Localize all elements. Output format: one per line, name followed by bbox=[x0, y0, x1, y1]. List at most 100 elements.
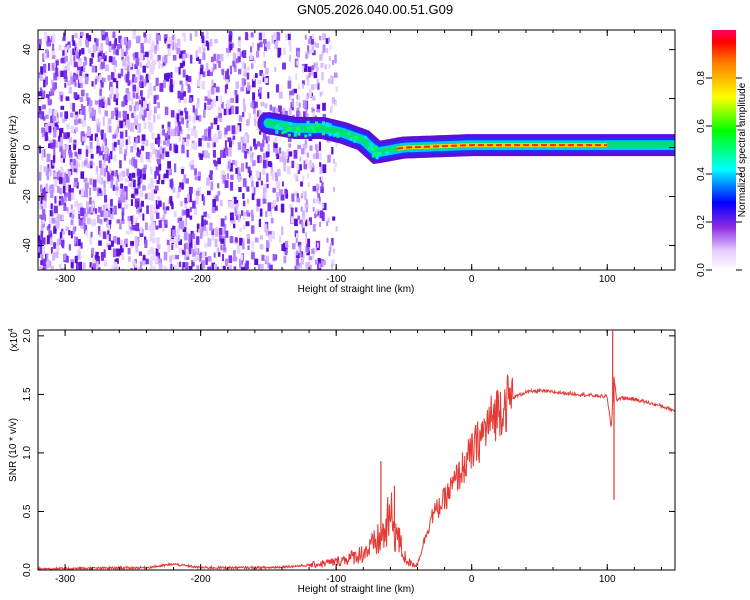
spectrogram-cell bbox=[293, 88, 297, 94]
ridge-dot bbox=[334, 132, 338, 136]
colorbar-tick-label: 0.0 bbox=[696, 263, 707, 277]
spectrogram-cell bbox=[103, 168, 107, 177]
ridge-dot bbox=[288, 121, 292, 125]
spectrogram-cell bbox=[164, 106, 169, 116]
spectrogram-cell bbox=[307, 39, 312, 45]
spectrogram-cell bbox=[105, 203, 109, 209]
spectrogram-cell bbox=[126, 66, 130, 72]
spectrogram-cell bbox=[66, 207, 69, 212]
spectrogram-cell bbox=[52, 83, 56, 91]
spectrogram-cell bbox=[110, 240, 114, 247]
spectrogram-cell bbox=[132, 92, 136, 99]
spectrogram-cell bbox=[180, 166, 185, 172]
spectrogram-cell bbox=[224, 127, 228, 135]
spectrogram-cell bbox=[69, 55, 73, 64]
spectrogram-cell bbox=[315, 209, 318, 215]
spectrogram-cell bbox=[242, 111, 245, 118]
spectrogram-cell bbox=[47, 37, 51, 43]
spectrogram-cell bbox=[192, 257, 196, 262]
spectrogram-cell bbox=[244, 132, 248, 137]
spectrogram-cell bbox=[81, 48, 85, 55]
spectrogram-cell bbox=[258, 218, 262, 227]
spectrogram-x-axis: -300 -200 -100 0 100 bbox=[37, 30, 662, 285]
spectrogram-cell bbox=[76, 204, 81, 212]
spectrogram-cell bbox=[155, 200, 160, 209]
spectrogram-cell bbox=[302, 100, 307, 109]
spectrogram-cell bbox=[58, 238, 62, 246]
spectrogram-cell bbox=[259, 235, 264, 240]
spectrogram-cell bbox=[319, 162, 322, 167]
spectrogram-cell bbox=[123, 36, 128, 45]
spectrogram-cell bbox=[144, 33, 148, 43]
spectrogram-cell bbox=[142, 65, 146, 73]
spectrogram-cell bbox=[163, 54, 168, 64]
spectrogram-cell bbox=[317, 193, 321, 199]
spectrogram-cell bbox=[113, 205, 117, 215]
spectrogram-cell bbox=[232, 52, 237, 61]
spectrogram-cell bbox=[264, 223, 268, 233]
spectrogram-cell bbox=[97, 267, 101, 270]
spectrogram-cell bbox=[282, 150, 285, 158]
spectrogram-cell bbox=[64, 76, 68, 83]
spectrogram-cell bbox=[195, 195, 199, 205]
spectrogram-cell bbox=[294, 207, 298, 213]
spectrogram-cell bbox=[250, 46, 253, 53]
spectrogram-cell bbox=[148, 49, 153, 56]
spectrogram-cell bbox=[159, 130, 162, 137]
spectrogram-cell bbox=[201, 135, 205, 141]
spectrogram-cell bbox=[307, 45, 310, 55]
spectrogram-cell bbox=[246, 209, 249, 215]
spectrogram-cell bbox=[322, 33, 327, 41]
spectrogram-cell bbox=[135, 244, 139, 253]
spectrogram-cell bbox=[263, 184, 267, 190]
spectrogram-cell bbox=[197, 78, 201, 87]
spectrogram-cell bbox=[74, 111, 79, 118]
spectrogram-cell bbox=[217, 130, 222, 140]
spectrogram-cell bbox=[248, 170, 252, 178]
spectrogram-cell bbox=[135, 114, 139, 120]
spectrogram-cell bbox=[329, 246, 332, 252]
spectrogram-cell bbox=[312, 254, 315, 260]
spectrogram-cell bbox=[188, 233, 191, 243]
spectrogram-cell bbox=[64, 47, 68, 56]
spectrogram-cell bbox=[275, 172, 279, 182]
ridge-dot bbox=[328, 132, 332, 136]
spectrogram-cell bbox=[118, 36, 122, 43]
spectrogram-cell bbox=[251, 180, 254, 187]
spectrogram-cell bbox=[63, 132, 67, 139]
spectrogram-cell bbox=[218, 268, 222, 270]
spectrogram-cell bbox=[168, 36, 173, 44]
spectrogram-cell bbox=[318, 263, 321, 269]
spectrogram-cell bbox=[318, 35, 322, 41]
spectrogram-cell bbox=[116, 80, 119, 89]
spectrogram-cell bbox=[215, 95, 219, 102]
spectrogram-cell bbox=[230, 105, 235, 115]
spectrogram-cell bbox=[212, 63, 216, 71]
spectrogram-cell bbox=[279, 235, 282, 243]
spectrogram-cell bbox=[108, 233, 111, 242]
spectrogram-cell bbox=[267, 262, 271, 269]
spectrogram-cell bbox=[108, 155, 111, 164]
spectrogram-cell bbox=[53, 72, 58, 81]
spectrogram-cell bbox=[107, 245, 112, 250]
spectrogram-cell bbox=[231, 217, 236, 224]
spectrogram-cell bbox=[286, 149, 290, 157]
spectrogram-cell bbox=[206, 142, 211, 148]
spectrogram-cell bbox=[291, 216, 294, 224]
spectrogram-cell bbox=[154, 138, 158, 144]
spectrogram-cell bbox=[115, 115, 118, 120]
spectrogram-cell bbox=[213, 135, 217, 142]
spectrogram-cell bbox=[40, 155, 44, 161]
spectrogram-cell bbox=[138, 81, 142, 87]
spectrogram-cell bbox=[63, 253, 67, 261]
spectrogram-cell bbox=[83, 177, 88, 183]
spectrogram-cell bbox=[138, 95, 141, 101]
spectrogram-cell bbox=[286, 166, 291, 175]
spectrogram-cell bbox=[48, 126, 52, 133]
spectrogram-cell bbox=[296, 163, 300, 171]
spectrogram-cell bbox=[289, 54, 292, 62]
spectrogram-cell bbox=[228, 106, 232, 115]
spectrogram-cell bbox=[43, 200, 46, 210]
spectrogram-cell bbox=[77, 239, 81, 246]
spectrogram-cell bbox=[223, 108, 227, 116]
